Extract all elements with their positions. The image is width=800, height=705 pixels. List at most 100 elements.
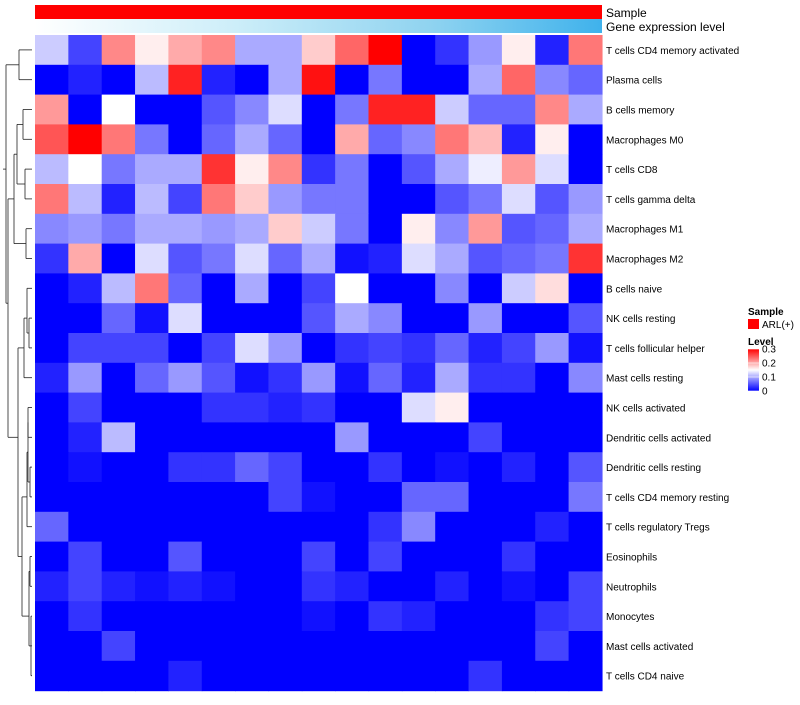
row-label: Mast cells activated xyxy=(606,642,693,653)
row-dendrogram xyxy=(3,49,32,677)
row-label: T cells CD4 naive xyxy=(606,672,685,683)
heatmap-cell xyxy=(201,511,236,543)
heatmap-cell xyxy=(35,511,69,543)
heatmap-cell xyxy=(335,452,370,483)
legend-level-colorbar xyxy=(748,349,759,391)
heatmap-cell xyxy=(568,243,603,274)
heatmap-cell xyxy=(301,631,336,662)
heatmap-cell xyxy=(135,660,169,692)
heatmap-cell xyxy=(335,601,370,632)
heatmap-cell xyxy=(201,631,236,662)
heatmap-cell xyxy=(268,273,303,304)
heatmap-cell xyxy=(101,601,136,632)
heatmap-cell xyxy=(501,94,536,125)
heatmap-cell xyxy=(135,511,169,543)
heatmap-cell xyxy=(435,541,470,572)
heatmap-cell xyxy=(35,333,69,364)
heatmap-cell xyxy=(368,184,403,215)
heatmap-cell xyxy=(268,35,303,66)
heatmap-cell xyxy=(301,154,336,185)
heatmap-cell xyxy=(568,154,603,185)
heatmap-cell xyxy=(368,482,403,513)
heatmap-cell xyxy=(368,243,403,274)
heatmap-cell xyxy=(535,362,570,394)
heatmap-cell xyxy=(35,631,69,662)
heatmap-cell xyxy=(68,213,103,245)
heatmap-cell xyxy=(101,333,136,364)
heatmap-cell xyxy=(268,184,303,215)
heatmap-cell xyxy=(401,243,436,274)
heatmap-cell xyxy=(401,482,436,513)
heatmap-cell xyxy=(568,35,603,66)
heatmap-cell xyxy=(168,124,203,155)
heatmap-cell xyxy=(568,124,603,155)
heatmap-cell xyxy=(401,154,436,185)
heatmap-cell xyxy=(168,333,203,364)
heatmap-cell xyxy=(35,64,69,96)
heatmap-cell xyxy=(435,362,470,394)
heatmap-cell xyxy=(35,303,69,334)
heatmap-cell xyxy=(335,362,370,394)
heatmap-cell xyxy=(468,303,503,334)
heatmap-cell xyxy=(168,303,203,334)
heatmap-cell xyxy=(201,64,236,96)
heatmap-cell xyxy=(568,452,603,483)
heatmap-cell xyxy=(401,303,436,334)
row-label: Dendritic cells resting xyxy=(606,463,701,474)
heatmap-cell xyxy=(235,243,270,274)
heatmap-cell xyxy=(68,392,103,423)
heatmap-cell xyxy=(335,124,370,155)
heatmap-cell xyxy=(368,124,403,155)
heatmap-cell xyxy=(268,362,303,394)
heatmap-cell xyxy=(168,35,203,66)
heatmap-cell xyxy=(468,482,503,513)
heatmap-cell xyxy=(368,452,403,483)
heatmap-cell xyxy=(301,482,336,513)
heatmap-cell xyxy=(201,184,236,215)
heatmap-cell xyxy=(101,124,136,155)
heatmap-cell xyxy=(35,243,69,274)
heatmap-cell xyxy=(68,362,103,394)
heatmap-cell xyxy=(368,94,403,125)
heatmap-cell xyxy=(268,213,303,245)
heatmap-cell xyxy=(335,35,370,66)
heatmap-cell xyxy=(468,273,503,304)
heatmap-cell xyxy=(168,482,203,513)
heatmap-cell xyxy=(301,333,336,364)
heatmap-cell xyxy=(268,94,303,125)
heatmap-cell xyxy=(335,482,370,513)
heatmap-cell xyxy=(168,154,203,185)
heatmap-cell xyxy=(535,541,570,572)
heatmap-cell xyxy=(301,35,336,66)
heatmap-cell xyxy=(68,124,103,155)
heatmap-cell xyxy=(368,392,403,423)
heatmap-cell xyxy=(301,422,336,453)
row-label: Macrophages M2 xyxy=(606,255,684,266)
heatmap-cell xyxy=(568,541,603,572)
heatmap-cell xyxy=(501,154,536,185)
row-label: Macrophages M1 xyxy=(606,225,684,236)
heatmap-cell xyxy=(368,333,403,364)
heatmap-cell xyxy=(368,154,403,185)
heatmap-cell xyxy=(201,422,236,453)
heatmap-cell xyxy=(101,184,136,215)
heatmap-cell xyxy=(468,362,503,394)
heatmap-cell xyxy=(301,124,336,155)
heatmap-cell xyxy=(301,94,336,125)
heatmap-cell xyxy=(501,482,536,513)
heatmap-cell xyxy=(135,541,169,572)
heatmap-cell xyxy=(535,422,570,453)
heatmap-cell xyxy=(335,392,370,423)
heatmap-cell xyxy=(101,482,136,513)
heatmap-cell xyxy=(201,94,236,125)
heatmap-cell xyxy=(368,631,403,662)
heatmap-cell xyxy=(568,571,603,602)
heatmap-cell xyxy=(335,571,370,602)
heatmap-cell xyxy=(235,213,270,245)
heatmap-cell xyxy=(501,541,536,572)
heatmap-cell xyxy=(268,631,303,662)
heatmap-cell xyxy=(501,124,536,155)
heatmap-cell xyxy=(335,333,370,364)
heatmap-cell xyxy=(501,422,536,453)
heatmap-cell xyxy=(201,124,236,155)
